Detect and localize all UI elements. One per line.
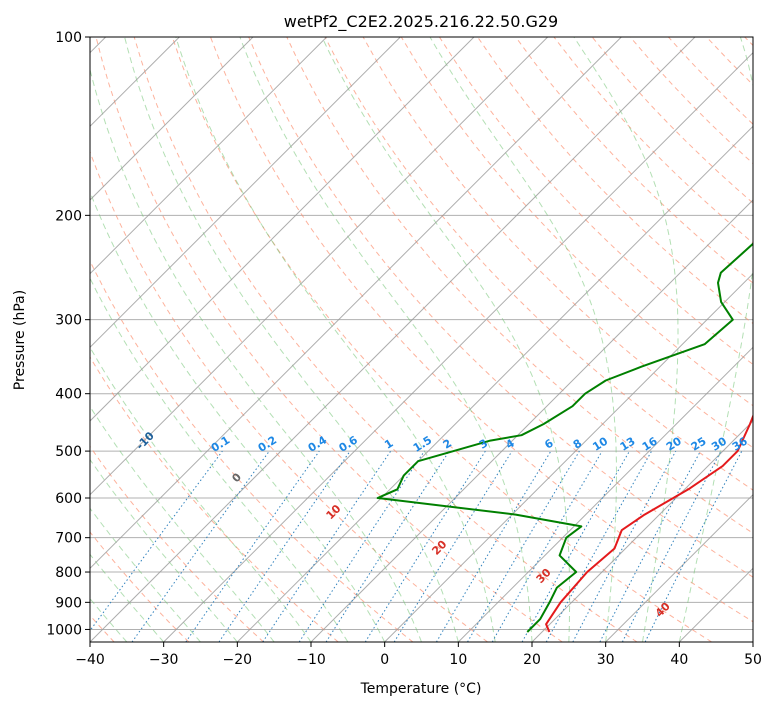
mixing-ratio-lines xyxy=(90,450,743,642)
mixing-ratio-line xyxy=(393,450,513,642)
x-tick-label: 10 xyxy=(449,652,467,668)
mixing-ratio-line xyxy=(572,450,677,642)
dry-adiabat xyxy=(515,37,753,284)
dewpoint-profile xyxy=(376,242,753,633)
mixing-ratio-line xyxy=(218,450,351,642)
dry-adiabat xyxy=(438,37,753,366)
dry-adiabat xyxy=(210,37,753,623)
isotherm xyxy=(90,37,401,349)
isotherm xyxy=(236,125,753,642)
mixing-ratio-line xyxy=(262,450,392,642)
x-axis-label: Temperature (°C) xyxy=(360,681,482,697)
y-tick-label: 1000 xyxy=(46,622,82,638)
isotherm xyxy=(531,420,753,642)
isotherm xyxy=(384,272,753,642)
x-tick-label: −20 xyxy=(223,652,253,668)
y-tick-label: 600 xyxy=(55,491,82,507)
x-tick-label: −10 xyxy=(296,652,326,668)
moist-adiabat xyxy=(239,37,533,642)
chart-title: wetPf2_C2E2.2025.216.22.50.G29 xyxy=(284,12,558,32)
isotherm xyxy=(90,37,696,642)
isotherm xyxy=(90,37,549,496)
y-tick-label: 200 xyxy=(55,208,82,224)
mixing-ratio-line xyxy=(131,450,270,642)
isotherm xyxy=(605,493,753,642)
x-axis-ticks: −40 −30 −20 −10 0 10 20 30 40 50 xyxy=(75,642,762,668)
dry-adiabat xyxy=(90,356,339,642)
moist-adiabat xyxy=(90,458,238,642)
moist-adiabat xyxy=(90,277,349,642)
y-tick-label: 100 xyxy=(55,30,82,46)
plot-area: 0.10.20.40.611.52346810131620253036-100-… xyxy=(90,37,753,642)
moist-adiabat xyxy=(175,37,496,642)
moist-adiabat xyxy=(90,67,422,642)
moist-adiabat xyxy=(90,507,201,642)
x-tick-label: −40 xyxy=(75,652,105,668)
isotherm xyxy=(90,37,622,570)
dry-adiabat xyxy=(90,445,264,642)
mixing-ratio-line xyxy=(644,450,743,642)
moist-adiabat xyxy=(90,553,165,642)
dry-adiabat xyxy=(133,37,638,642)
y-tick-label: 300 xyxy=(55,313,82,329)
plot-frame xyxy=(89,36,754,643)
y-tick-label: 900 xyxy=(55,595,82,611)
x-tick-label: −30 xyxy=(149,652,179,668)
isotherms xyxy=(90,37,753,642)
dry-adiabat xyxy=(90,531,190,642)
x-tick-label: 50 xyxy=(744,652,762,668)
isotherm xyxy=(163,51,753,642)
moist-adiabat xyxy=(429,37,617,642)
isotherm xyxy=(90,37,328,275)
dry-adiabat xyxy=(171,37,712,642)
moist-adiabat xyxy=(90,190,386,642)
dry-adiabat xyxy=(95,37,563,642)
isotherm xyxy=(457,346,753,642)
x-tick-label: 0 xyxy=(380,652,389,668)
y-tick-label: 400 xyxy=(55,387,82,403)
y-tick-label: 700 xyxy=(55,531,82,547)
temperature-profile xyxy=(545,413,753,633)
moist-adiabat xyxy=(678,37,753,642)
moist-adiabat xyxy=(321,37,571,642)
mixing-ratio-line xyxy=(185,450,320,642)
moist-adiabat xyxy=(573,37,679,642)
dry-adiabat xyxy=(248,37,753,578)
y-tick-label: 800 xyxy=(55,565,82,581)
mixing-ratio-line xyxy=(521,450,630,642)
isotherm xyxy=(90,37,254,201)
sounding-profiles xyxy=(376,242,753,633)
dry-adiabat xyxy=(90,150,488,642)
mixing-ratio-line xyxy=(298,450,425,642)
dry-adiabat xyxy=(400,37,753,407)
x-tick-label: 20 xyxy=(523,652,541,668)
moist-adiabat xyxy=(90,405,275,642)
moist-adiabat xyxy=(90,597,128,642)
moist-adiabats xyxy=(90,37,753,642)
mixing-ratio-line xyxy=(90,450,223,632)
mixing-ratio-line xyxy=(325,450,450,642)
isotherm xyxy=(310,199,753,642)
x-tick-label: 40 xyxy=(670,652,688,668)
y-axis-ticks: 1000 900 800 700 600 500 400 300 200 100 xyxy=(46,30,90,638)
y-axis-label: Pressure (hPa) xyxy=(12,290,28,390)
mixing-ratio-line xyxy=(545,450,653,642)
y-tick-label: 500 xyxy=(55,444,82,460)
x-tick-label: 30 xyxy=(597,652,615,668)
moist-adiabat xyxy=(124,37,459,642)
isotherm xyxy=(90,37,475,422)
